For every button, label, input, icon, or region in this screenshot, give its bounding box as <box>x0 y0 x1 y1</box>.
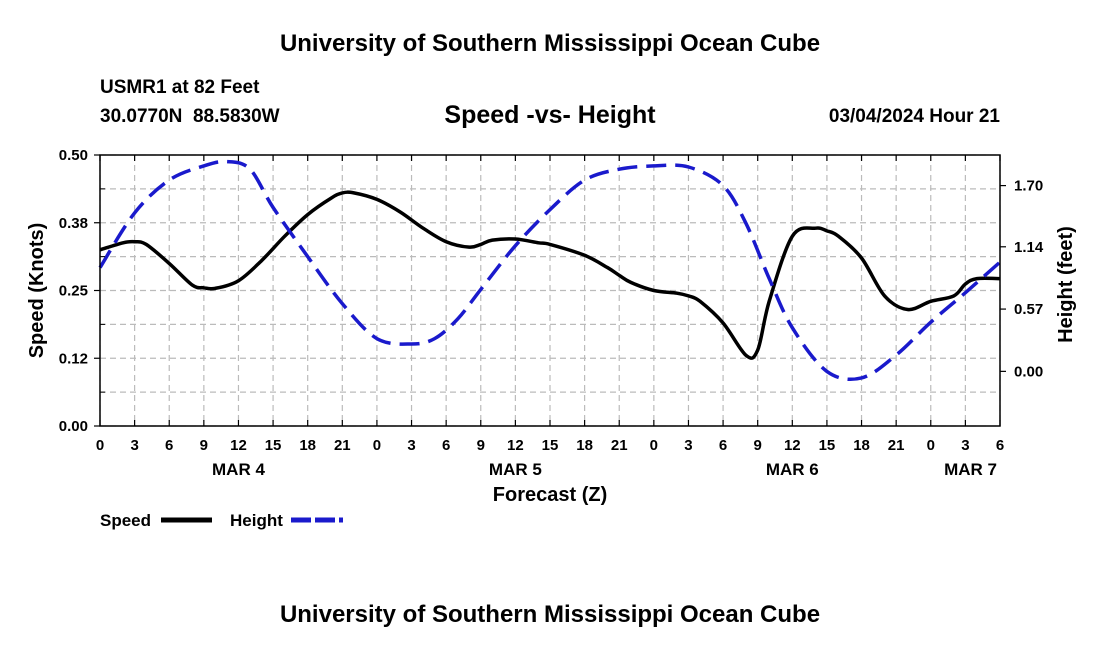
x-axis-title: Forecast (Z) <box>493 484 607 506</box>
x-tick-label: 0 <box>650 437 658 454</box>
day-label: MAR 7 <box>944 460 997 479</box>
x-tick-label: 18 <box>576 437 593 454</box>
x-tick-label: 9 <box>754 437 762 454</box>
speed-series-line <box>99 190 1001 360</box>
y-tick-label-left: 0.25 <box>59 283 88 300</box>
x-tick-label: 21 <box>888 437 905 454</box>
x-tick-label: 15 <box>819 437 836 454</box>
main-title: University of Southern Mississippi Ocean… <box>279 30 821 57</box>
y-tick-label-left: 0.12 <box>59 350 88 367</box>
x-tick-label: 18 <box>299 437 316 454</box>
x-tick-label: 21 <box>334 437 351 454</box>
station-label: USMR1 at 82 Feet <box>100 77 260 98</box>
x-tick-label: 9 <box>477 437 485 454</box>
y-axis-title-left: Speed (Knots) <box>26 223 48 359</box>
series-layer <box>98 159 1002 382</box>
x-tick-label: 3 <box>684 437 692 454</box>
x-tick-label: 15 <box>542 437 559 454</box>
y-tick-label-left: 0.50 <box>59 147 88 164</box>
y-tick-label-right: 0.57 <box>1014 301 1043 318</box>
x-tick-label: 0 <box>927 437 935 454</box>
y-tick-label-right: 0.00 <box>1014 363 1043 380</box>
x-tick-label: 6 <box>719 437 727 454</box>
x-tick-label: 12 <box>230 437 247 454</box>
x-tick-label: 3 <box>130 437 138 454</box>
x-tick-label: 15 <box>265 437 282 454</box>
y-tick-label-right: 1.14 <box>1014 239 1044 256</box>
legend-label-speed: Speed <box>100 511 151 530</box>
x-tick-label: 9 <box>200 437 208 454</box>
x-tick-label: 0 <box>373 437 381 454</box>
x-tick-label: 6 <box>165 437 173 454</box>
grid <box>99 154 1001 427</box>
day-label: MAR 4 <box>212 460 265 479</box>
datetime-label: 03/04/2024 Hour 21 <box>828 106 1000 127</box>
y-axis-title-right: Height (feet) <box>1055 226 1077 343</box>
y-tick-label-left: 0.00 <box>59 418 88 435</box>
x-tick-label: 3 <box>407 437 415 454</box>
coordinates-label: 30.0770N 88.5830W <box>100 106 280 127</box>
day-label: MAR 6 <box>766 460 819 479</box>
x-tick-label: 12 <box>507 437 524 454</box>
y-tick-label-left: 0.38 <box>59 215 88 232</box>
chart: 0 3 6 9 12 15 18 21 0 3 6 9 12 15 18 21 0 3 6 9 12 15 18 21 0 3 6 0… <box>26 147 1077 530</box>
legend: Speed Height <box>100 511 343 530</box>
x-tick-label: 12 <box>784 437 801 454</box>
x-tick-label: 6 <box>996 437 1004 454</box>
x-tick-label: 6 <box>442 437 450 454</box>
x-tick-label: 21 <box>611 437 628 454</box>
x-tick-label: 0 <box>96 437 104 454</box>
x-tick-label: 18 <box>853 437 870 454</box>
day-label: MAR 5 <box>489 460 542 479</box>
chart-subtitle: Speed -vs- Height <box>444 101 656 129</box>
axes: 0 3 6 9 12 15 18 21 0 3 6 9 12 15 18 21 0 3 6 9 12 15 18 21 0 3 6 0… <box>26 147 1077 506</box>
height-series-line <box>98 159 1002 382</box>
x-tick-label: 3 <box>961 437 969 454</box>
footer-title: University of Southern Mississippi Ocean… <box>279 601 821 628</box>
y-tick-label-right: 1.70 <box>1014 178 1043 195</box>
legend-label-height: Height <box>230 511 283 530</box>
